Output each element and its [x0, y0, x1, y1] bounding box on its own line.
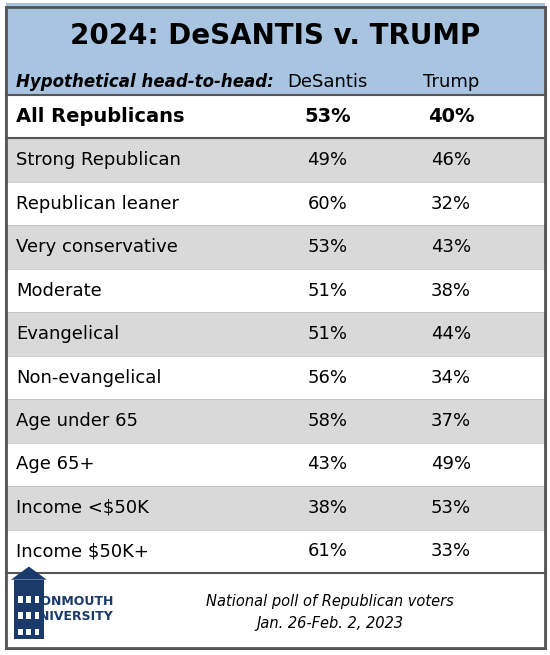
Text: Hypothetical head-to-head:: Hypothetical head-to-head:: [16, 73, 274, 91]
Text: 58%: 58%: [307, 412, 347, 430]
Bar: [14, 580, 44, 639]
Text: 46%: 46%: [431, 151, 471, 169]
Polygon shape: [11, 567, 47, 580]
Text: DeSantis: DeSantis: [287, 73, 367, 91]
Bar: [18, 612, 23, 619]
FancyBboxPatch shape: [6, 182, 544, 225]
Text: 2024: DeSANTIS v. TRUMP: 2024: DeSANTIS v. TRUMP: [70, 22, 480, 50]
Bar: [26, 629, 31, 635]
Text: Jan. 26-Feb. 2, 2023: Jan. 26-Feb. 2, 2023: [256, 616, 404, 631]
Text: Age under 65: Age under 65: [16, 412, 139, 430]
Text: 61%: 61%: [307, 542, 347, 561]
Text: 33%: 33%: [431, 542, 471, 561]
Text: 40%: 40%: [428, 107, 474, 126]
Text: 38%: 38%: [431, 282, 471, 299]
FancyBboxPatch shape: [6, 95, 544, 138]
FancyBboxPatch shape: [6, 486, 544, 530]
Text: 43%: 43%: [431, 238, 471, 256]
Text: 49%: 49%: [307, 151, 347, 169]
Text: 38%: 38%: [307, 499, 347, 517]
Bar: [35, 629, 39, 635]
FancyBboxPatch shape: [6, 443, 544, 486]
Text: National poll of Republican voters: National poll of Republican voters: [206, 594, 454, 608]
Text: 53%: 53%: [431, 499, 471, 517]
Bar: [18, 596, 23, 603]
Text: MONMOUTH
UNIVERSITY: MONMOUTH UNIVERSITY: [29, 595, 114, 623]
Bar: [26, 612, 31, 619]
Text: Non-evangelical: Non-evangelical: [16, 369, 162, 386]
Text: 53%: 53%: [304, 107, 350, 126]
Text: 56%: 56%: [307, 369, 347, 386]
FancyBboxPatch shape: [6, 3, 544, 95]
FancyBboxPatch shape: [6, 269, 544, 312]
FancyBboxPatch shape: [6, 573, 544, 648]
Text: 32%: 32%: [431, 195, 471, 213]
Text: Very conservative: Very conservative: [16, 238, 178, 256]
Text: 53%: 53%: [307, 238, 347, 256]
Text: Income $50K+: Income $50K+: [16, 542, 150, 561]
Text: 34%: 34%: [431, 369, 471, 386]
Bar: [35, 612, 39, 619]
Text: 44%: 44%: [431, 325, 471, 343]
Text: Evangelical: Evangelical: [16, 325, 120, 343]
Text: 49%: 49%: [431, 455, 471, 474]
Text: All Republicans: All Republicans: [16, 107, 185, 126]
FancyBboxPatch shape: [6, 138, 544, 182]
Text: Strong Republican: Strong Republican: [16, 151, 182, 169]
FancyBboxPatch shape: [6, 70, 544, 95]
Text: 60%: 60%: [307, 195, 347, 213]
Text: 51%: 51%: [307, 325, 347, 343]
FancyBboxPatch shape: [6, 7, 544, 648]
FancyBboxPatch shape: [6, 400, 544, 443]
Bar: [35, 596, 39, 603]
Bar: [26, 596, 31, 603]
Text: 37%: 37%: [431, 412, 471, 430]
FancyBboxPatch shape: [6, 356, 544, 400]
Text: Age 65+: Age 65+: [16, 455, 95, 474]
Text: 51%: 51%: [307, 282, 347, 299]
Text: Income <$50K: Income <$50K: [16, 499, 150, 517]
Text: Trump: Trump: [423, 73, 479, 91]
FancyBboxPatch shape: [6, 530, 544, 573]
FancyBboxPatch shape: [6, 312, 544, 356]
Text: 43%: 43%: [307, 455, 347, 474]
Text: Moderate: Moderate: [16, 282, 102, 299]
FancyBboxPatch shape: [6, 225, 544, 269]
Bar: [18, 629, 23, 635]
Text: Republican leaner: Republican leaner: [16, 195, 179, 213]
